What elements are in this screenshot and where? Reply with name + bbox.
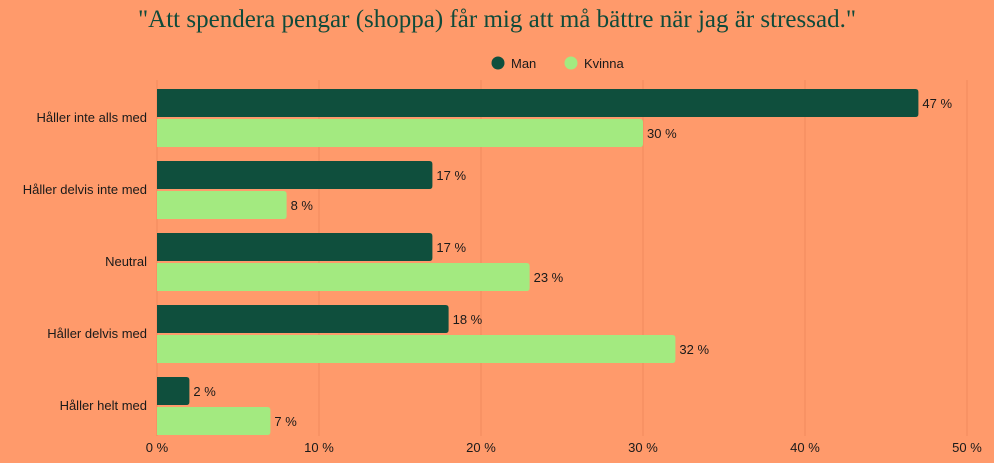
x-tick-label: 20 % <box>466 440 496 455</box>
bar-man <box>157 305 449 333</box>
x-tick-label: 10 % <box>304 440 334 455</box>
category-label: Håller delvis med <box>47 326 147 341</box>
bar-kvinna <box>157 191 287 219</box>
data-label-kvinna: 32 % <box>679 342 709 357</box>
data-label-kvinna: 23 % <box>534 270 564 285</box>
bar-man <box>157 233 433 261</box>
category-label: Neutral <box>105 254 147 269</box>
data-label-man: 47 % <box>922 96 952 111</box>
bar-man <box>157 161 433 189</box>
category-label: Håller helt med <box>60 398 147 413</box>
chart-title: "Att spendera pengar (shoppa) får mig at… <box>137 6 857 33</box>
legend-label-kvinna: Kvinna <box>584 56 625 71</box>
x-tick-label: 40 % <box>790 440 820 455</box>
bar-kvinna <box>157 335 676 363</box>
x-tick-label: 0 % <box>146 440 169 455</box>
category-label: Håller inte alls med <box>36 110 147 125</box>
legend-label-man: Man <box>511 56 536 71</box>
data-label-man: 2 % <box>193 384 216 399</box>
data-label-kvinna: 7 % <box>274 414 297 429</box>
category-label: Håller delvis inte med <box>23 182 147 197</box>
bar-kvinna <box>157 119 643 147</box>
data-label-kvinna: 8 % <box>291 198 314 213</box>
bar-man <box>157 89 919 117</box>
bar-kvinna <box>157 263 530 291</box>
x-tick-label: 30 % <box>628 440 658 455</box>
x-tick-label: 50 % <box>952 440 982 455</box>
legend-marker-kvinna <box>564 56 578 70</box>
data-label-kvinna: 30 % <box>647 126 677 141</box>
bar-kvinna <box>157 407 271 435</box>
legend-marker-man <box>491 56 505 70</box>
data-label-man: 18 % <box>453 312 483 327</box>
bar-man <box>157 377 190 405</box>
data-label-man: 17 % <box>436 240 466 255</box>
data-label-man: 17 % <box>436 168 466 183</box>
